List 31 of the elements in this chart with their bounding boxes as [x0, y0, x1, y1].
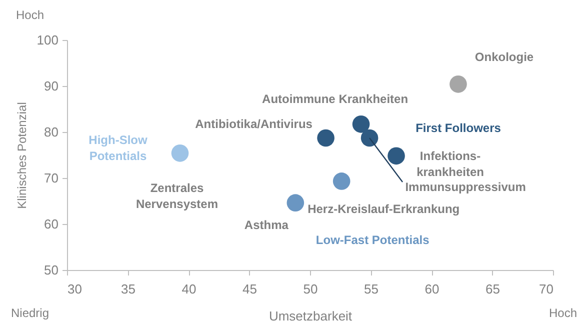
text: High-Slow Potentials [88, 133, 148, 164]
annotation: Infektions- krankheiten [416, 148, 484, 179]
text: Low-Fast Potentials [316, 233, 430, 248]
y-tick-label: 100 [36, 32, 58, 48]
series-label: First Followers [416, 120, 502, 135]
y-tick-label: 90 [44, 78, 58, 94]
annotation: Autoimmune Krankheiten [262, 92, 408, 106]
x-tick-label: 40 [182, 282, 196, 296]
text: Niedrig [10, 306, 50, 320]
x-tick-label: 35 [121, 282, 136, 296]
x-tick-label: 60 [424, 282, 440, 296]
y-tick-label: 50 [44, 262, 58, 278]
annotation: Zentrales Nervensystem [136, 181, 218, 212]
y-tick-label: 70 [44, 170, 58, 186]
text: Hoch [548, 306, 578, 320]
annotation: Antibiotika/Antivirus [195, 116, 313, 131]
annotation: Asthma [244, 218, 289, 232]
annotation: Herz-Kreislauf-Erkrankung [308, 202, 460, 216]
annotation: Immunsuppressivum [405, 180, 526, 194]
y-tick-label: 80 [44, 124, 58, 140]
x-tick-label: 65 [486, 282, 500, 296]
x-tick-label: 50 [303, 282, 318, 296]
y-axis-title: Klinisches Potenzial [14, 102, 29, 209]
x-tick-label: 70 [539, 282, 554, 296]
x-axis-title: Umsetzbarkeit [268, 308, 352, 324]
y-tick-label: 60 [44, 216, 58, 232]
x-tick-label: 55 [364, 282, 378, 296]
x-tick-label: 45 [242, 282, 257, 296]
x-tick-label: 30 [68, 282, 82, 296]
annotation: Onkologie [474, 50, 534, 64]
text: Hoch [16, 8, 44, 22]
